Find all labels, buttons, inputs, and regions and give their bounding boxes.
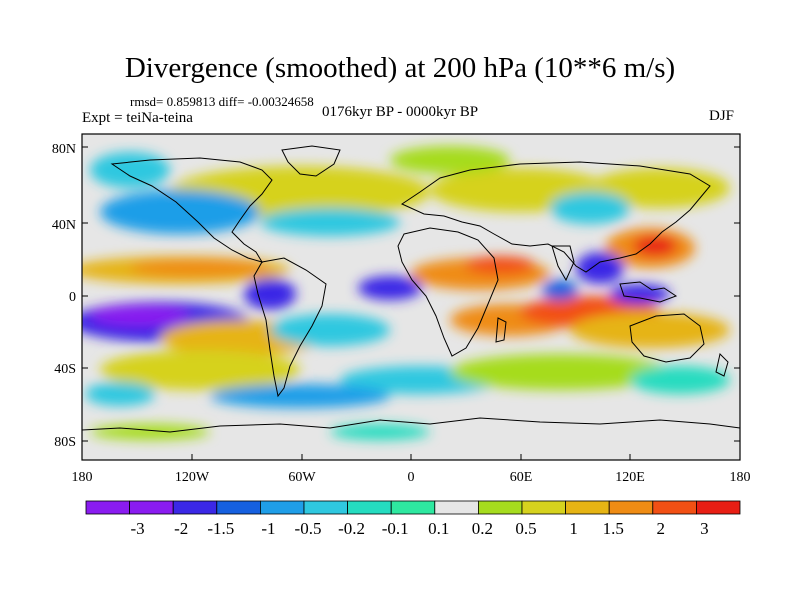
axis-ticks [81, 146, 741, 460]
lon-label: 180 [730, 470, 751, 485]
stats-label: rmsd= 0.859813 diff= -0.00324658 [130, 94, 314, 109]
colorbar-label: 3 [700, 519, 709, 538]
colorbar-swatch [303, 500, 348, 515]
lon-label: 60W [288, 470, 316, 485]
colorbar-swatch [565, 500, 610, 515]
lon-label: 180 [72, 470, 93, 485]
colorbar-swatch [129, 500, 174, 515]
colorbar-swatch [85, 500, 130, 515]
lat-label: 80N [52, 142, 76, 157]
colorbar-swatch [608, 500, 654, 515]
colorbar-label: 1.5 [603, 519, 624, 538]
colorbar-label: -3 [131, 519, 145, 538]
lon-label: 120W [175, 470, 210, 485]
colorbar-label: 0.1 [428, 519, 449, 538]
colorbar-label: 1 [569, 519, 578, 538]
experiment-label: Expt = teiNa-teina [82, 110, 193, 126]
colorbar-label: -0.5 [295, 519, 322, 538]
divergence-field [82, 146, 730, 440]
colorbar-label: -1 [261, 519, 275, 538]
colorbar-label: 0.2 [472, 519, 493, 538]
colorbar-swatch [390, 500, 436, 515]
lat-label: 40N [52, 218, 76, 233]
lat-label: 40S [54, 362, 76, 377]
period-label: 0176kyr BP - 0000kyr BP [322, 104, 479, 120]
lat-label: 0 [69, 290, 76, 305]
colorbar-swatch [477, 500, 523, 515]
colorbar-label: -0.1 [382, 519, 409, 538]
colorbar-swatch [521, 500, 566, 515]
lon-label: 60E [510, 470, 533, 485]
colorbar-swatch [347, 500, 392, 515]
map-title: Divergence (smoothed) at 200 hPa (10**6 … [124, 52, 676, 84]
colorbar-swatch [696, 500, 741, 515]
colorbar-swatch [172, 500, 218, 515]
colorbar: -3 -2 -1.5 -1 -0.5 -0.2 -0.1 0.1 0.2 0.5 1 1.5 2 3 [85, 500, 741, 538]
colorbar-label: -0.2 [338, 519, 365, 538]
coastlines [82, 145, 740, 433]
colorbar-label: -1.5 [207, 519, 234, 538]
lon-label: 120E [615, 470, 645, 485]
colorbar-swatch [216, 500, 261, 515]
colorbar-swatch [259, 500, 305, 515]
colorbar-label: 2 [657, 519, 666, 538]
colorbar-label: -2 [174, 519, 188, 538]
lon-label: 0 [408, 470, 415, 485]
lat-label: 80S [54, 435, 76, 450]
colorbar-label: 0.5 [515, 519, 536, 538]
colorbar-swatch [434, 500, 479, 515]
colorbar-swatch [652, 500, 697, 515]
season-label: DJF [709, 108, 735, 124]
